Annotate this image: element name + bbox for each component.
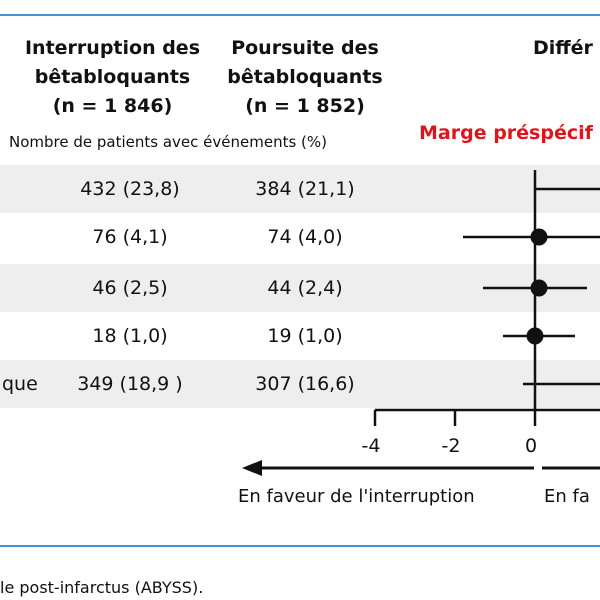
poursuite-value: 307 (16,6) <box>255 373 355 395</box>
point-estimate <box>530 279 548 297</box>
header-interruption-line-1: Interruption des <box>24 37 201 59</box>
figure-caption: le post-infarctus (ABYSS). <box>0 578 204 597</box>
point-estimate <box>530 228 548 246</box>
table-row: 432 (23,8) 384 (21,1) <box>0 165 600 213</box>
interruption-value: 349 (18,9 ) <box>77 373 183 395</box>
header-poursuite-line-2: bêtabloquants <box>227 66 383 88</box>
header-interruption-line-3: (n = 1 846) <box>52 95 173 117</box>
row-label: que <box>2 373 38 395</box>
top-rule <box>0 14 600 16</box>
header-poursuite-line-1: Poursuite des <box>231 37 379 59</box>
header-interruption-line-2: bêtabloquants <box>34 66 191 88</box>
table-row: 18 (1,0) 19 (1,0) <box>0 312 600 360</box>
interruption-value: 18 (1,0) <box>92 325 168 347</box>
interruption-value: 46 (2,5) <box>92 277 168 299</box>
favor-interruption-arrowhead <box>242 460 262 476</box>
table-row: que 349 (18,9 ) 307 (16,6) <box>0 360 600 408</box>
favor-interruption-label: En faveur de l'interruption <box>238 486 475 507</box>
favor-continuation-label: En fa <box>544 486 590 507</box>
poursuite-value: 19 (1,0) <box>267 325 343 347</box>
interruption-value: 432 (23,8) <box>80 178 180 200</box>
header-interruption: Interruption des bêtabloquants (n = 1 84… <box>15 34 210 121</box>
header-poursuite-line-3: (n = 1 852) <box>245 95 365 117</box>
header-difference: Différ <box>533 37 593 59</box>
x-tick-label: -4 <box>362 435 381 457</box>
point-estimate <box>526 327 544 345</box>
table-row: 76 (4,1) 74 (4,0) <box>0 213 600 261</box>
poursuite-value: 44 (2,4) <box>267 277 343 299</box>
bottom-rule <box>0 545 600 547</box>
x-tick-label: 0 <box>525 435 537 457</box>
events-subheader: Nombre de patients avec événements (%) <box>9 133 327 151</box>
interruption-value: 76 (4,1) <box>92 226 168 248</box>
poursuite-value: 74 (4,0) <box>267 226 343 248</box>
header-poursuite: Poursuite des bêtabloquants (n = 1 852) <box>220 34 390 121</box>
prespecified-margin-label: Marge préspécif <box>419 122 593 144</box>
poursuite-value: 384 (21,1) <box>255 178 355 200</box>
x-tick-label: -2 <box>442 435 461 457</box>
